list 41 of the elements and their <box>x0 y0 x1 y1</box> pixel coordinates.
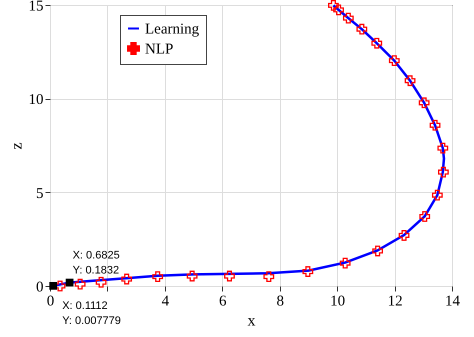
point <box>372 246 384 256</box>
x-tick-label: 10 <box>330 294 346 310</box>
y-tick-label: 0 <box>36 280 44 296</box>
point <box>96 276 107 288</box>
y-tick-label: 5 <box>36 186 44 202</box>
legend-label: Learning <box>145 22 200 38</box>
annotation: X: 0.1112 Y: 0.007779 <box>62 300 121 327</box>
point <box>340 258 351 269</box>
x-tick-label: 4 <box>162 294 170 310</box>
x-axis-title: x <box>248 312 256 330</box>
y-axis-title: z <box>8 142 26 150</box>
point <box>388 55 400 66</box>
point <box>398 230 410 241</box>
point <box>404 75 416 86</box>
point <box>333 4 344 16</box>
point <box>186 270 198 282</box>
x-tick-label: 8 <box>276 294 284 310</box>
point <box>74 278 86 290</box>
point <box>263 271 274 282</box>
legend-label: NLP <box>145 42 174 58</box>
point <box>430 120 440 131</box>
point <box>437 142 448 154</box>
x-tick-label: 6 <box>219 294 228 310</box>
point <box>328 0 339 11</box>
point <box>418 97 430 108</box>
y-tick-label: 15 <box>28 0 44 14</box>
point <box>371 38 382 49</box>
point <box>302 266 314 277</box>
point <box>224 270 235 282</box>
point <box>342 12 354 24</box>
point <box>419 211 430 222</box>
point <box>438 166 449 178</box>
point <box>356 24 368 35</box>
x-tick-label: 0 <box>46 294 54 310</box>
point <box>152 271 164 282</box>
y-tick-label: 10 <box>28 92 44 108</box>
point <box>432 190 443 201</box>
annotation: X: 0.6825 Y: 0.1832 <box>72 250 120 277</box>
point <box>121 274 132 284</box>
x-tick-label: 12 <box>388 294 403 310</box>
x-tick-label: 14 <box>445 294 460 310</box>
